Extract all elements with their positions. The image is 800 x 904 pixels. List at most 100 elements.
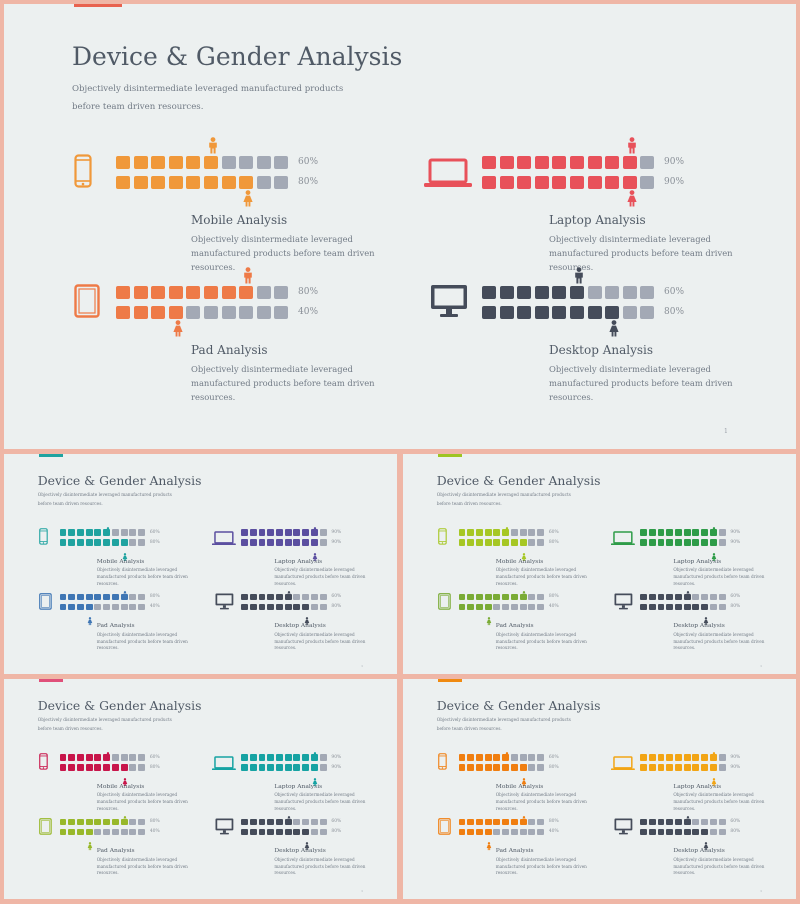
bar-square bbox=[528, 818, 536, 826]
slide: Device & Gender Analysis Objectively disi… bbox=[4, 454, 397, 674]
bar-square bbox=[129, 539, 137, 546]
bar-square bbox=[482, 286, 496, 299]
bar-square bbox=[120, 754, 128, 761]
bar-square bbox=[151, 176, 166, 189]
bar-square bbox=[510, 818, 518, 826]
male-person-icon bbox=[244, 267, 252, 284]
desktop-monitor-icon bbox=[614, 593, 633, 610]
bar-square bbox=[458, 539, 466, 546]
bar-square bbox=[258, 818, 266, 826]
panel-title: Desktop Analysis bbox=[549, 343, 654, 357]
bar-square bbox=[302, 529, 310, 536]
slide: Device & Gender Analysis Objectively disi… bbox=[403, 454, 796, 674]
panel-title: Laptop Analysis bbox=[274, 557, 323, 565]
male-marker bbox=[711, 520, 717, 539]
bar-square bbox=[293, 593, 301, 601]
percent-label: 80% bbox=[730, 604, 741, 610]
male-person-icon bbox=[313, 526, 318, 535]
bar-square bbox=[59, 593, 67, 601]
bar-square bbox=[94, 603, 102, 611]
bar-square bbox=[186, 176, 201, 189]
female-marker bbox=[521, 771, 527, 790]
bar-square bbox=[302, 754, 310, 761]
percent-label: 80% bbox=[298, 287, 319, 297]
bar-square bbox=[476, 754, 483, 761]
bar-square bbox=[241, 754, 249, 761]
slide-title: Device & Gender Analysis bbox=[436, 472, 601, 488]
panel-description: Objectively disintermediate leveraged ma… bbox=[495, 631, 587, 651]
desktop-monitor-device bbox=[215, 593, 234, 614]
bar-square bbox=[241, 603, 249, 611]
bar-square bbox=[458, 603, 466, 611]
desktop-monitor-icon bbox=[215, 593, 234, 610]
bar-square bbox=[622, 286, 637, 299]
bar-square bbox=[701, 764, 709, 771]
percent-label: 40% bbox=[548, 829, 559, 835]
percent-label: 80% bbox=[548, 764, 559, 770]
bar-square bbox=[675, 754, 682, 761]
bar-square bbox=[648, 593, 656, 601]
bar-square bbox=[168, 156, 183, 169]
panel-description: Objectively disintermediate leveraged ma… bbox=[549, 234, 733, 272]
male-person-icon bbox=[313, 751, 318, 760]
tablet-device bbox=[437, 593, 451, 614]
slide-accent-bar bbox=[38, 679, 63, 682]
bar-square bbox=[94, 828, 102, 836]
bar-square bbox=[467, 764, 475, 771]
bar-square bbox=[221, 286, 236, 299]
bar-square bbox=[587, 306, 602, 319]
female-person-icon bbox=[703, 842, 708, 851]
bar-square bbox=[221, 156, 236, 169]
bar-square bbox=[120, 828, 128, 836]
desktop-monitor-device bbox=[215, 818, 234, 839]
bar-square bbox=[274, 286, 289, 299]
bar-square bbox=[276, 754, 283, 761]
bar-square bbox=[249, 764, 257, 771]
male-marker bbox=[242, 267, 254, 288]
bar-square bbox=[68, 529, 76, 536]
bar-square bbox=[675, 818, 682, 826]
desktop-monitor-device bbox=[614, 818, 633, 839]
bar-square bbox=[239, 306, 254, 319]
bar-square bbox=[77, 593, 84, 601]
bar-square bbox=[267, 754, 275, 761]
percent-label: 90% bbox=[730, 754, 741, 760]
bar-square bbox=[640, 539, 648, 546]
bar-square bbox=[709, 539, 717, 546]
bar-square bbox=[552, 306, 567, 319]
bar-square bbox=[648, 539, 656, 546]
bar-square bbox=[467, 529, 475, 536]
panel-title: Desktop Analysis bbox=[274, 847, 326, 855]
percent-label: 90% bbox=[664, 157, 685, 167]
bar-square bbox=[648, 818, 656, 826]
female-marker bbox=[703, 836, 709, 855]
bar-square bbox=[484, 764, 492, 771]
bar-square bbox=[310, 828, 318, 836]
bar-square bbox=[310, 593, 318, 601]
bar-square bbox=[256, 286, 271, 299]
bar-square bbox=[493, 603, 501, 611]
tablet-icon bbox=[38, 593, 52, 610]
bar-square bbox=[68, 764, 76, 771]
bar-square bbox=[239, 286, 254, 299]
bar-square bbox=[528, 539, 536, 546]
bar-square bbox=[249, 818, 257, 826]
bar-square bbox=[493, 818, 501, 826]
tablet-icon bbox=[74, 284, 100, 318]
bar-square bbox=[85, 828, 93, 836]
bar-square bbox=[675, 764, 682, 771]
bar-square bbox=[319, 593, 327, 601]
panel-description: Objectively disintermediate leveraged ma… bbox=[274, 856, 366, 876]
bar-square bbox=[59, 764, 67, 771]
bar-square bbox=[519, 603, 527, 611]
bar-square bbox=[319, 828, 327, 836]
male-person-icon bbox=[712, 526, 717, 535]
laptop-device bbox=[212, 755, 237, 774]
bar-square bbox=[258, 764, 266, 771]
bar-square bbox=[675, 529, 682, 536]
male-marker bbox=[105, 745, 111, 764]
bar-square bbox=[528, 828, 536, 836]
bar-square bbox=[151, 156, 166, 169]
bar-square bbox=[648, 603, 656, 611]
bar-square bbox=[528, 529, 536, 536]
